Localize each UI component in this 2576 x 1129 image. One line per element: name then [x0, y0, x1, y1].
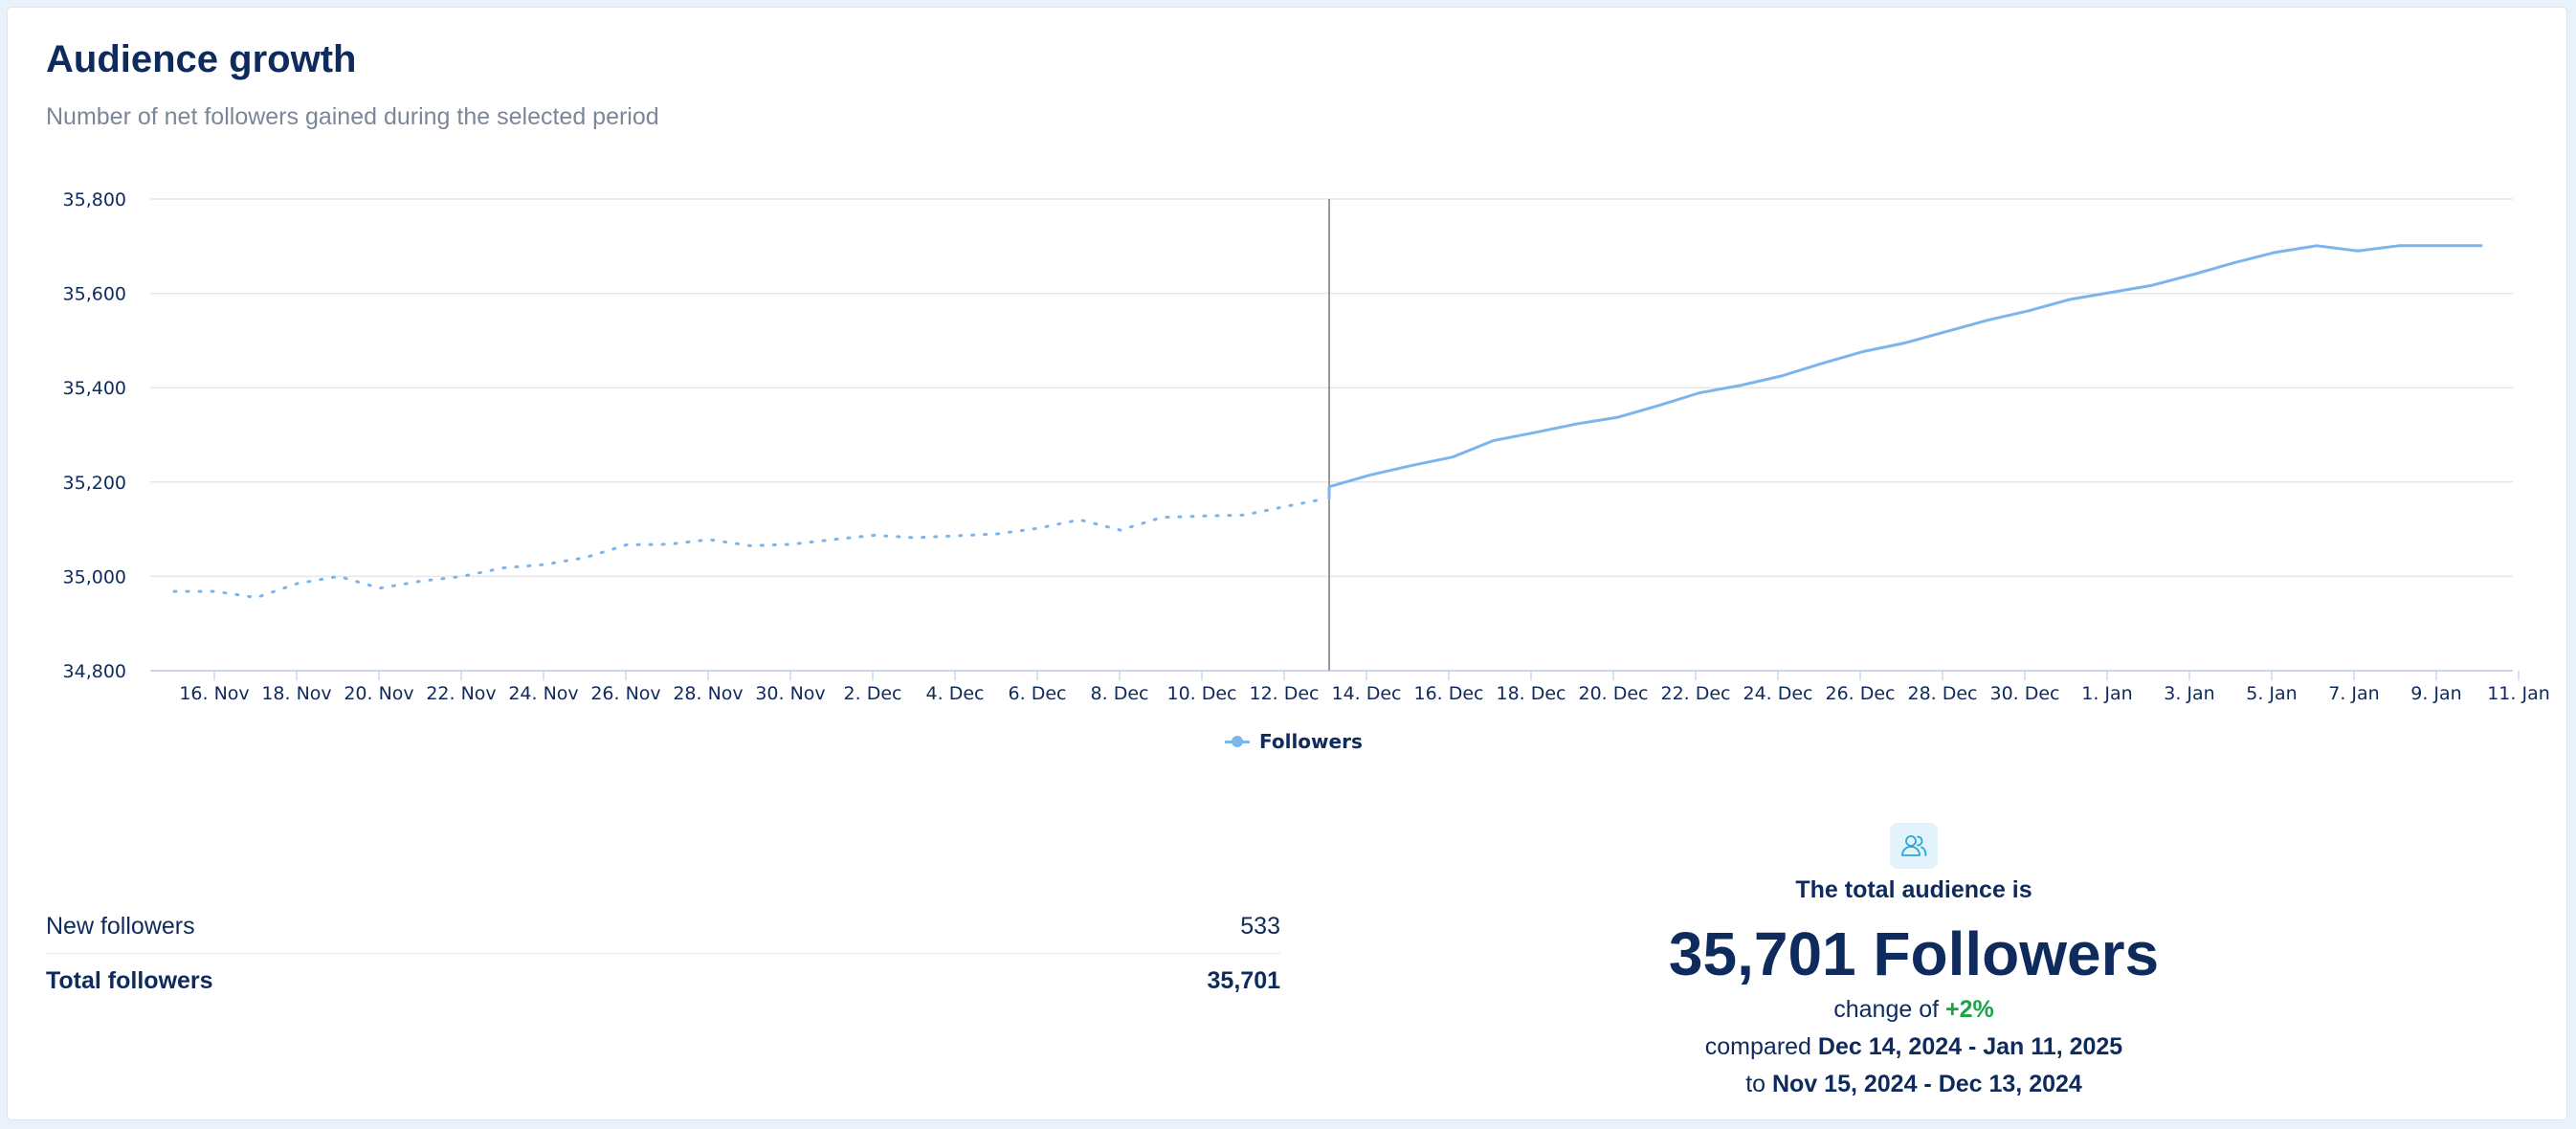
x-tick-label: 14. Dec [1331, 683, 1401, 704]
x-tick-label: 30. Nov [755, 683, 825, 704]
x-tick-label: 3. Jan [2164, 683, 2214, 704]
x-tick-label: 12. Dec [1249, 683, 1319, 704]
x-tick-label: 4. Dec [926, 683, 985, 704]
x-tick-label: 24. Nov [508, 683, 578, 704]
x-tick-label: 2. Dec [844, 683, 902, 704]
compared-line: compared Dec 14, 2024 - Jan 11, 2025 [1569, 1031, 2258, 1063]
y-tick-label: 35,600 [63, 284, 126, 305]
x-tick-label: 16. Dec [1413, 683, 1483, 704]
x-tick-label: 18. Dec [1496, 683, 1566, 704]
page-subtitle: Number of net followers gained during th… [46, 103, 659, 130]
summary-lead-text: The total audience is [1795, 876, 2032, 903]
change-prefix: change of [1833, 996, 1946, 1023]
x-tick-label: 26. Dec [1825, 683, 1895, 704]
users-icon [1890, 823, 1938, 869]
current-period: Dec 14, 2024 - Jan 11, 2025 [1817, 1033, 2123, 1060]
total-audience-value: 35,701 Followers [1668, 919, 2160, 988]
stat-label-new-followers: New followers [46, 912, 195, 940]
stat-value-new-followers: 533 [1240, 912, 1280, 940]
x-tick-label: 22. Dec [1660, 683, 1730, 704]
x-tick-label: 22. Nov [426, 683, 496, 704]
legend-item-followers[interactable]: Followers [1225, 727, 1363, 756]
change-value: +2% [1945, 996, 1994, 1023]
to-prefix: to [1745, 1071, 1772, 1097]
x-tick-label: 7. Jan [2328, 683, 2379, 704]
page-title: Audience growth [46, 38, 357, 80]
x-tick-label: 20. Dec [1578, 683, 1648, 704]
change-line: change of +2% [1569, 994, 2258, 1026]
audience-summary: The total audience is 35,701 Followers c… [1569, 823, 2258, 1100]
compared-prefix: compared [1704, 1033, 1818, 1060]
x-tick-label: 5. Jan [2246, 683, 2297, 704]
stat-row-total-followers: Total followers 35,701 [46, 954, 1280, 1007]
y-tick-label: 35,000 [63, 566, 126, 587]
y-tick-label: 34,800 [63, 661, 126, 682]
x-tick-label: 18. Nov [261, 683, 331, 704]
x-tick-label: 10. Dec [1166, 683, 1236, 704]
x-tick-label: 1. Jan [2081, 683, 2132, 704]
x-tick-label: 6. Dec [1009, 683, 1067, 704]
stat-label-total-followers: Total followers [46, 966, 213, 994]
x-tick-label: 8. Dec [1091, 683, 1149, 704]
stat-value-total-followers: 35,701 [1207, 966, 1280, 994]
followers-line-chart[interactable]: 34,800 35,000 35,200 35,400 35,600 35,800 16. … [0, 0, 2576, 727]
x-tick-label: 20. Nov [344, 683, 413, 704]
previous-line: to Nov 15, 2024 - Dec 13, 2024 [1569, 1069, 2258, 1100]
x-tick-label: 24. Dec [1743, 683, 1812, 704]
legend-marker-icon [1225, 727, 1250, 756]
y-tick-label: 35,400 [63, 378, 126, 399]
x-tick-label: 9. Jan [2410, 683, 2461, 704]
audience-growth-card [8, 8, 2566, 1119]
stat-row-new-followers: New followers 533 [46, 899, 1280, 954]
series-line-followers[interactable] [1327, 244, 2483, 500]
y-tick-label: 35,800 [63, 189, 126, 210]
y-tick-label: 35,200 [63, 473, 126, 494]
legend-label: Followers [1259, 730, 1363, 753]
x-tick-label: 11. Jan [2487, 683, 2550, 704]
x-tick-label: 28. Nov [673, 683, 743, 704]
series-line-previous-period[interactable] [172, 497, 1328, 600]
x-tick-label: 28. Dec [1907, 683, 1977, 704]
x-tick-label: 16. Nov [179, 683, 249, 704]
x-tick-label: 26. Nov [590, 683, 660, 704]
followers-stats: New followers 533 Total followers 35,701 [46, 899, 1280, 1007]
previous-period: Nov 15, 2024 - Dec 13, 2024 [1771, 1071, 2082, 1097]
x-tick-label: 30. Dec [1989, 683, 2059, 704]
